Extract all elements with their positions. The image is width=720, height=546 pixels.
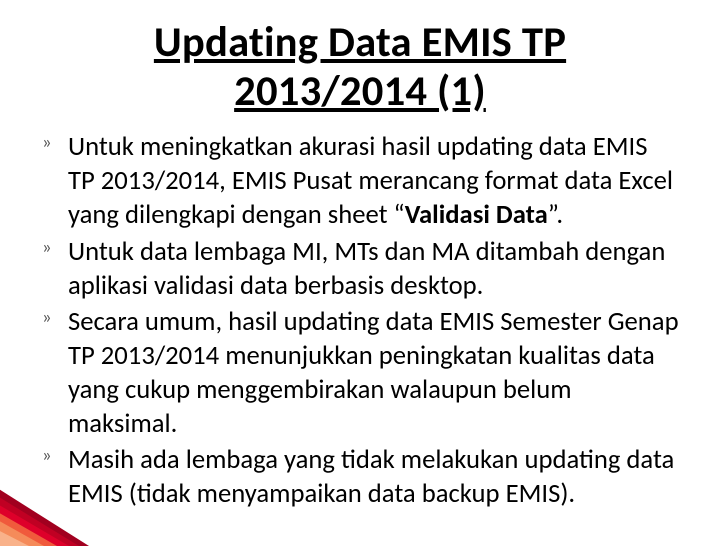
bullet-text-prefix: Untuk meningkatkan akurasi hasil updatin… bbox=[68, 131, 673, 231]
slide-title: Updating Data EMIS TP 2013/2014 (1) bbox=[40, 18, 680, 116]
title-line-2: 2013/2014 (1) bbox=[234, 65, 486, 117]
bullet-text-suffix: ”. bbox=[548, 199, 563, 231]
title-line-1: Updating Data EMIS TP bbox=[154, 16, 566, 68]
bullet-text-prefix: Untuk data lembaga MI, MTs dan MA ditamb… bbox=[68, 236, 665, 302]
bullet-item: » Masih ada lembaga yang tidak melakukan… bbox=[68, 443, 680, 511]
bullet-item: » Untuk meningkatkan akurasi hasil updat… bbox=[68, 130, 680, 232]
bullet-marker-icon: » bbox=[42, 311, 56, 325]
bullet-item: » Untuk data lembaga MI, MTs dan MA dita… bbox=[68, 235, 680, 303]
bullet-marker-icon: » bbox=[42, 136, 56, 150]
bullet-text-prefix: Masih ada lembaga yang tidak melakukan u… bbox=[68, 444, 674, 510]
bullet-text-bold: Validasi Data bbox=[405, 199, 548, 231]
bullet-marker-icon: » bbox=[42, 241, 56, 255]
bullet-item: » Secara umum, hasil updating data EMIS … bbox=[68, 305, 680, 442]
slide: Updating Data EMIS TP 2013/2014 (1) » Un… bbox=[0, 0, 720, 540]
bullet-list: » Untuk meningkatkan akurasi hasil updat… bbox=[40, 130, 680, 511]
bullet-marker-icon: » bbox=[42, 449, 56, 463]
bullet-text-prefix: Secara umum, hasil updating data EMIS Se… bbox=[68, 306, 679, 440]
